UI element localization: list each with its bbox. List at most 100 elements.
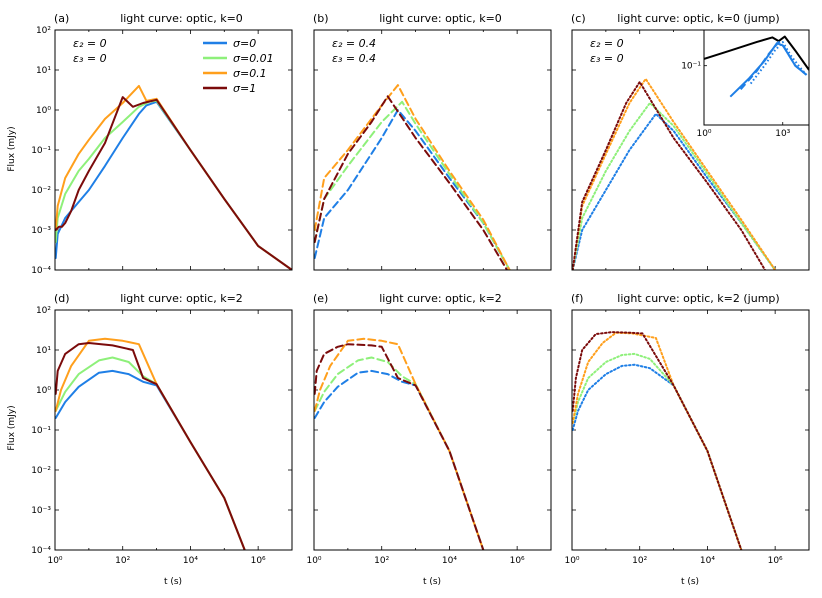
series-line-f-0: [572, 363, 743, 550]
series-line-e-2: [314, 337, 485, 550]
xtick-label-e: 10⁶: [510, 556, 525, 566]
xtick-label-d: 10²: [115, 556, 130, 566]
ytick-label-a: 10⁻¹: [31, 146, 51, 156]
series-line-e-0: [314, 369, 485, 550]
ylabel-bottom: Flux (mJy): [7, 405, 17, 450]
panel-tag-a: (a): [54, 12, 69, 25]
inset: 10⁰ 10³ 10⁻¹: [681, 29, 810, 139]
series-line-d-1: [55, 356, 246, 550]
curves-b: [314, 84, 511, 270]
frame-f: [571, 309, 810, 551]
series-line-f-2: [572, 331, 743, 550]
panel-title-a: light curve: optic, k=0: [120, 12, 243, 25]
frame-e: [313, 309, 552, 551]
series-line-e-3: [314, 343, 485, 550]
ytick-label-d: 10²: [36, 306, 51, 316]
ytick-label-d: 10⁰: [36, 386, 51, 396]
panel-f: (f) light curve: optic, k=2 (jump) 10⁰ 10² 1…: [564, 292, 810, 566]
frame-d: [54, 309, 293, 551]
inset-xtick-label: 10⁰: [696, 129, 711, 139]
curves-f: [572, 331, 743, 550]
ytick-label-a: 10⁻⁴: [31, 266, 51, 276]
panel-title-c: light curve: optic, k=0 (jump): [617, 12, 779, 25]
panel-b: (b) light curve: optic, k=0ε₂ = 0.4 ε₃ = 0…: [313, 12, 552, 271]
xtick-label-e: 10⁰: [306, 556, 321, 566]
inset-xtick-label: 10³: [775, 129, 790, 139]
inset-line-0: [704, 35, 809, 71]
ytick-label-d: 10⁻³: [31, 506, 51, 516]
frame-b: [313, 29, 552, 271]
panel-c: (c) light curve: optic, k=0 (jump) ε₂ = 0 ε…: [571, 12, 810, 271]
series-line-c-0: [572, 112, 777, 270]
ytick-label-d: 10¹: [36, 346, 51, 356]
panel-a: (a) light curve: optic, k=0 10⁻⁴ 10⁻³ 10⁻² 10…: [31, 12, 293, 276]
panel-tag-e: (e): [313, 292, 328, 305]
inset-curves: [704, 35, 809, 98]
series-line-d-3: [55, 342, 246, 550]
panel-title-d: light curve: optic, k=2: [120, 292, 243, 305]
curves-e: [314, 337, 485, 550]
panel-title-e: light curve: optic, k=2: [379, 292, 502, 305]
panel-tag-f: (f): [571, 292, 583, 305]
panel-title-f: light curve: optic, k=2 (jump): [617, 292, 779, 305]
frame-a: [54, 29, 293, 271]
series-line-f-1: [572, 352, 743, 550]
series-line-d-0: [55, 369, 246, 550]
xlabel-b: t (s): [423, 577, 441, 587]
xtick-label-e: 10⁴: [442, 556, 457, 566]
xtick-label-d: 10⁰: [47, 556, 62, 566]
annotation-c: ε₂ = 0: [590, 37, 624, 50]
inset-ytick-label: 10⁻¹: [681, 62, 701, 72]
legend-label-0: σ=0: [233, 37, 256, 50]
xtick-label-f: 10⁰: [564, 556, 579, 566]
panel-e: (e) light curve: optic, k=2 10⁰ 10² 10⁴ 10⁶: [306, 292, 552, 566]
series-line-e-1: [314, 356, 485, 550]
annotation-b: ε₂ = 0.4: [332, 37, 376, 50]
annotation-c: ε₃ = 0: [590, 52, 624, 65]
xtick-label-f: 10⁴: [700, 556, 715, 566]
series-line-c-3: [572, 81, 766, 270]
series-line-a-3: [55, 96, 292, 270]
ytick-label-d: 10⁻¹: [31, 426, 51, 436]
panel-title-b: light curve: optic, k=0: [379, 12, 502, 25]
annotation-a: ε₃ = 0: [73, 52, 107, 65]
frame-c: [571, 29, 810, 271]
legend-label-1: σ=0.01: [233, 52, 274, 65]
panel-d: (d) light curve: optic, k=2 10⁰ 10² 10⁴ 10⁶ 10…: [31, 292, 293, 566]
xlabel-a: t (s): [164, 577, 182, 587]
xtick-label-f: 10⁶: [768, 556, 783, 566]
legend: σ=0 σ=0.01 σ=0.1 σ=1: [203, 37, 274, 95]
annotation-b: ε₃ = 0.4: [332, 52, 376, 65]
inset-line-2: [739, 41, 808, 90]
panel-tag-b: (b): [313, 12, 329, 25]
xtick-label-d: 10⁶: [251, 556, 266, 566]
ytick-label-a: 10⁻²: [31, 186, 51, 196]
xtick-label-e: 10²: [374, 556, 389, 566]
series-line-b-3: [314, 95, 508, 270]
panel-tag-d: (d): [54, 292, 70, 305]
xtick-label-f: 10²: [632, 556, 647, 566]
curves-a: [55, 84, 292, 270]
annotation-a: ε₂ = 0: [73, 37, 107, 50]
legend-label-3: σ=1: [233, 82, 256, 95]
series-line-c-2: [572, 77, 777, 270]
series-line-c-1: [572, 102, 777, 270]
ytick-label-a: 10¹: [36, 66, 51, 76]
xlabel-c: t (s): [681, 577, 699, 587]
ytick-label-d: 10⁻²: [31, 466, 51, 476]
series-line-f-3: [572, 331, 743, 550]
ytick-label-a: 10²: [36, 26, 51, 36]
ytick-label-a: 10⁰: [36, 106, 51, 116]
inset-line-3: [749, 41, 808, 85]
ylabel-top: Flux (mJy): [7, 126, 17, 171]
curves-c: [572, 77, 777, 270]
ytick-label-d: 10⁻⁴: [31, 546, 51, 556]
series-line-b-1: [314, 100, 511, 270]
curves-d: [55, 337, 246, 550]
xtick-label-d: 10⁴: [183, 556, 198, 566]
inset-frame: [703, 29, 810, 126]
legend-label-2: σ=0.1: [233, 67, 267, 80]
series-line-b-2: [314, 84, 511, 270]
ytick-label-a: 10⁻³: [31, 226, 51, 236]
